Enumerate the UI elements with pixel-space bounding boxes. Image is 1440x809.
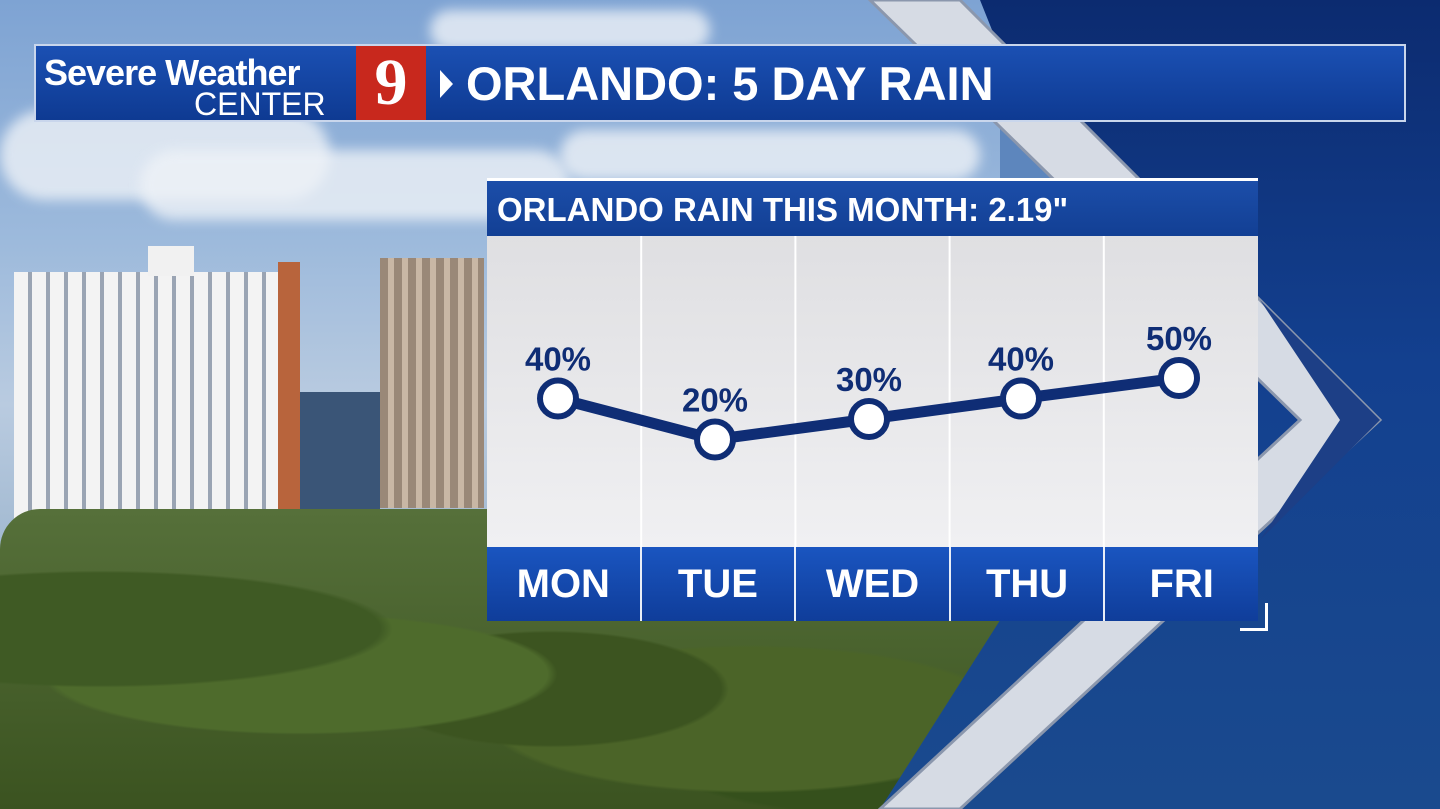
day-label-fri: FRI <box>1103 547 1258 621</box>
cloud <box>430 10 710 50</box>
rain-line-chart: 40% 20% 30% 40% 50% <box>525 236 1212 547</box>
data-label-fri: 50% <box>1146 320 1212 357</box>
building-tower-roof <box>148 246 194 276</box>
channel-9-logo: 9 <box>356 46 426 120</box>
data-label-wed: 30% <box>836 361 902 398</box>
building-glass <box>300 392 380 512</box>
day-label-thu: THU <box>948 547 1104 621</box>
corner-bracket-icon <box>1240 603 1268 631</box>
header-bar: Severe Weather CENTER 9 ORLANDO: 5 DAY R… <box>34 44 1406 122</box>
data-point-fri <box>1158 357 1200 399</box>
data-point-wed <box>848 398 890 440</box>
brand-line-1: Severe Weather <box>44 52 300 93</box>
chart-title: ORLANDO RAIN THIS MONTH: 2.19" <box>497 191 1069 228</box>
brand-line-2: CENTER <box>194 86 326 122</box>
cloud <box>560 130 980 180</box>
brand-logo: Severe Weather CENTER <box>40 48 358 122</box>
data-label-thu: 40% <box>988 341 1054 378</box>
data-point-mon <box>537 377 579 420</box>
data-point-thu <box>1000 377 1042 420</box>
page-title: ORLANDO: 5 DAY RAIN <box>466 57 994 110</box>
building-brick-edge <box>278 262 300 542</box>
play-arrow-icon <box>440 70 453 98</box>
day-label-tue: TUE <box>639 547 795 621</box>
day-label-wed: WED <box>794 547 949 621</box>
building-distant-tower <box>380 258 484 508</box>
day-axis: MON TUE WED THU FRI <box>487 547 1258 621</box>
chart-title-bar: ORLANDO RAIN THIS MONTH: 2.19" <box>487 178 1258 236</box>
data-point-tue <box>694 418 736 461</box>
data-label-tue: 20% <box>682 382 748 419</box>
day-label-mon: MON <box>487 547 640 621</box>
data-label-mon: 40% <box>525 341 591 378</box>
rain-chart-card: ORLANDO RAIN THIS MONTH: 2.19" 40% 20% 30%… <box>487 178 1258 621</box>
